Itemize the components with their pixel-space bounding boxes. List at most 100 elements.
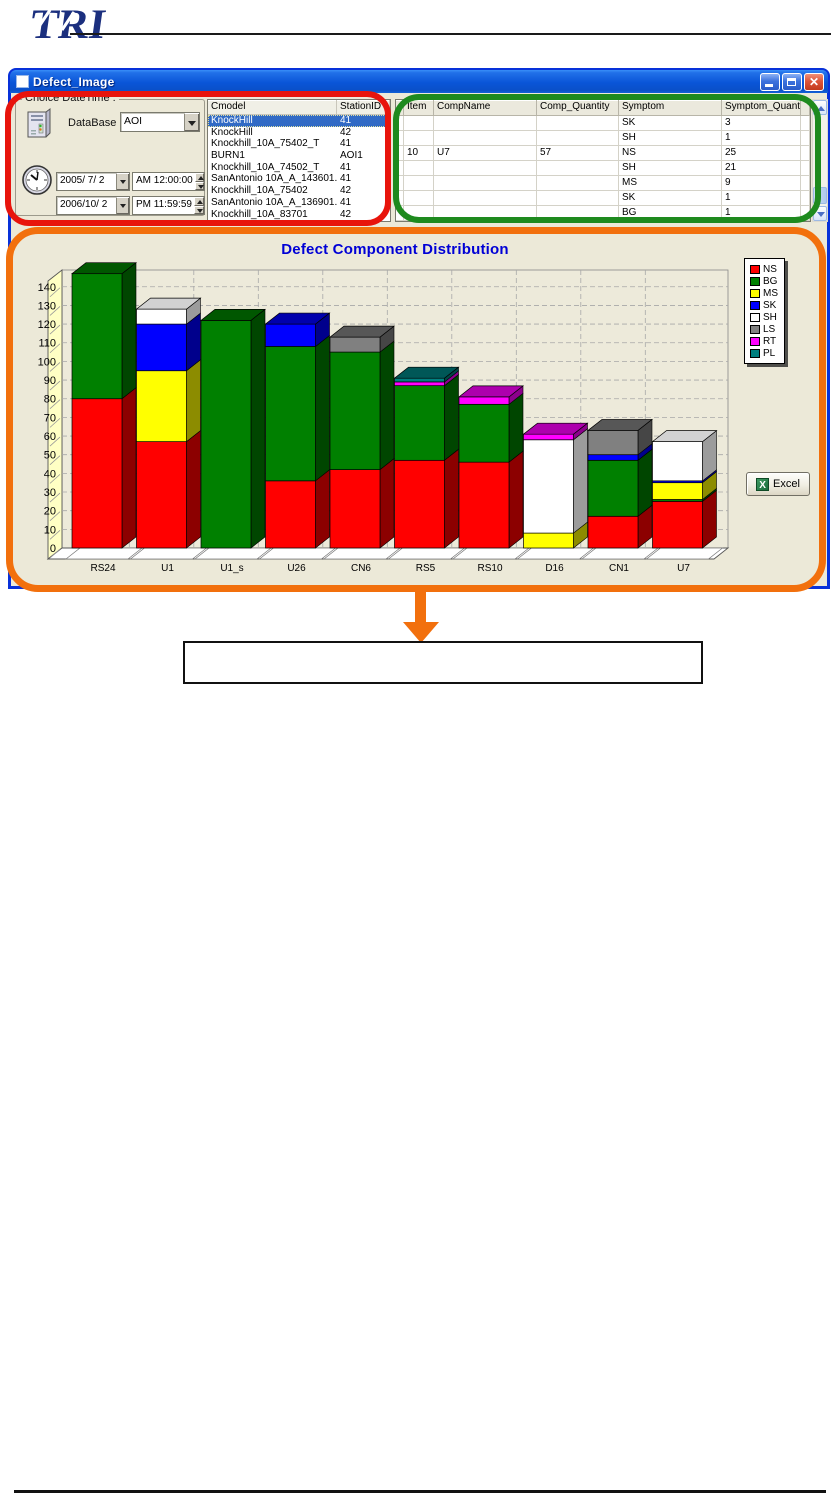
legend-item: RT bbox=[750, 335, 778, 347]
time-from-down-button[interactable] bbox=[194, 181, 204, 190]
grid-scrollbar[interactable] bbox=[812, 99, 828, 222]
time-from-up-button[interactable] bbox=[194, 173, 204, 182]
svg-text:90: 90 bbox=[44, 375, 56, 387]
table-cell bbox=[801, 206, 810, 221]
table-cell bbox=[537, 131, 619, 146]
time-to-down-button[interactable] bbox=[193, 205, 204, 214]
list-item[interactable]: Knockhill_10A_83701 42 bbox=[208, 209, 390, 221]
table-cell bbox=[396, 146, 404, 161]
date-from-picker[interactable]: 2005/ 7/ 2 bbox=[56, 172, 130, 191]
stationid-cell: AOI1 bbox=[340, 150, 363, 162]
legend-label: MS bbox=[763, 287, 778, 299]
minimize-button[interactable] bbox=[760, 72, 780, 91]
table-cell: 3 bbox=[722, 116, 801, 131]
table-row[interactable]: 10 U7 57 NS 25 bbox=[396, 146, 810, 161]
database-combo[interactable]: AOI bbox=[120, 112, 200, 132]
table-row[interactable]: SH 21 bbox=[396, 161, 810, 176]
scroll-down-button[interactable] bbox=[813, 206, 827, 221]
cmodel-cell: Knockhill_10A_75402_T bbox=[211, 138, 320, 150]
column-header-cmodel[interactable]: Cmodel bbox=[208, 100, 337, 114]
table-row[interactable]: SH 1 bbox=[396, 131, 810, 146]
date-to-picker[interactable]: 2006/10/ 2 bbox=[56, 196, 130, 215]
table-cell bbox=[434, 161, 537, 176]
legend-swatch-pl bbox=[750, 348, 760, 358]
table-row[interactable]: BG 1 bbox=[396, 206, 810, 221]
svg-text:130: 130 bbox=[38, 300, 56, 312]
list-item[interactable]: KnockHill 41 bbox=[208, 115, 390, 127]
legend-item: BG bbox=[750, 275, 778, 287]
scrollbar-thumb[interactable] bbox=[813, 187, 827, 204]
table-cell bbox=[404, 131, 434, 146]
legend-item: LS bbox=[750, 323, 778, 335]
time-to-up-button[interactable] bbox=[193, 197, 204, 206]
table-cell: 21 bbox=[722, 161, 801, 176]
table-cell bbox=[396, 191, 404, 206]
database-dropdown-button[interactable] bbox=[184, 113, 199, 131]
chevron-down-icon bbox=[188, 120, 196, 126]
cmodel-cell: SanAntonio 10A_A_136901... bbox=[211, 196, 337, 208]
svg-text:50: 50 bbox=[44, 450, 56, 462]
spin-down-icon bbox=[197, 184, 204, 189]
table-cell bbox=[404, 191, 434, 206]
legend-item: PL bbox=[750, 347, 778, 359]
table-cell bbox=[537, 176, 619, 191]
table-cell bbox=[537, 191, 619, 206]
close-button[interactable]: ✕ bbox=[804, 72, 824, 91]
svg-text:RS24: RS24 bbox=[90, 563, 115, 574]
table-cell: SK bbox=[619, 191, 722, 206]
table-row[interactable]: SK 3 bbox=[396, 116, 810, 131]
header-rule bbox=[70, 33, 831, 35]
chart-title: Defect Component Distribution bbox=[281, 241, 509, 258]
stationid-cell: 41 bbox=[340, 196, 352, 208]
column-header-comp_quantity[interactable]: Comp_Quantity bbox=[537, 100, 619, 116]
column-header-symptom_quantity[interactable]: Symptom_Quantity bbox=[722, 100, 801, 116]
svg-text:D16: D16 bbox=[545, 563, 564, 574]
symptom-grid-body: SK 3 SH 1 10 U7 57 NS 25 SH 21 MS 9 SK 1 BG 1 bbox=[396, 116, 810, 221]
cmodel-cell: Knockhill_10A_75402 bbox=[211, 185, 308, 197]
table-cell: 25 bbox=[722, 146, 801, 161]
cmodel-cell: Knockhill_10A_74502_T bbox=[211, 161, 320, 173]
arrow-down-icon bbox=[403, 622, 439, 643]
list-item[interactable]: Knockhill_10A_75402_T 41 bbox=[208, 138, 390, 150]
table-row[interactable]: SK 1 bbox=[396, 191, 810, 206]
spin-down-icon bbox=[196, 208, 203, 213]
column-header-symptom[interactable]: Symptom bbox=[619, 100, 722, 116]
excel-export-button[interactable]: X Excel bbox=[746, 472, 810, 496]
list-item[interactable]: SanAntonio 10A_A_143601... 41 bbox=[208, 173, 390, 185]
table-cell bbox=[396, 206, 404, 221]
title-bar[interactable]: Defect_Image ✕ bbox=[10, 70, 828, 93]
list-item[interactable]: Knockhill_10A_75402 42 bbox=[208, 185, 390, 197]
table-cell bbox=[801, 131, 810, 146]
list-item[interactable]: SanAntonio 10A_A_136901... 41 bbox=[208, 197, 390, 209]
list-item[interactable]: KnockHill 42 bbox=[208, 127, 390, 139]
database-label: DataBase : bbox=[68, 117, 123, 129]
column-header-blank bbox=[396, 100, 404, 116]
maximize-button[interactable] bbox=[782, 72, 802, 91]
table-cell bbox=[801, 146, 810, 161]
date-from-dropdown-button[interactable] bbox=[116, 173, 129, 190]
svg-text:U1: U1 bbox=[161, 563, 174, 574]
time-to-spinner[interactable]: PM 11:59:59 bbox=[132, 196, 205, 215]
legend-label: RT bbox=[763, 335, 777, 347]
table-cell bbox=[396, 161, 404, 176]
table-cell: U7 bbox=[434, 146, 537, 161]
list-item[interactable]: BURN1 AOI1 bbox=[208, 150, 390, 162]
database-value: AOI bbox=[124, 115, 143, 127]
defect-image-window: Defect_Image ✕ Choice DateTime : DataBas… bbox=[8, 68, 830, 589]
scroll-up-button[interactable] bbox=[813, 100, 827, 115]
time-to-value: PM 11:59:59 bbox=[136, 199, 192, 210]
date-to-dropdown-button[interactable] bbox=[116, 197, 129, 214]
column-header-compname[interactable]: CompName bbox=[434, 100, 537, 116]
list-item[interactable]: Knockhill_10A_74502_T 41 bbox=[208, 162, 390, 174]
table-cell: 1 bbox=[722, 131, 801, 146]
table-cell bbox=[396, 176, 404, 191]
svg-text:70: 70 bbox=[44, 412, 56, 424]
table-cell bbox=[434, 206, 537, 221]
table-cell: 10 bbox=[404, 146, 434, 161]
table-row[interactable]: MS 9 bbox=[396, 176, 810, 191]
table-cell bbox=[537, 161, 619, 176]
column-header-stationid[interactable]: StationID bbox=[337, 100, 390, 114]
column-header-item[interactable]: Item bbox=[404, 100, 434, 116]
time-from-spinner[interactable]: AM 12:00:00 bbox=[132, 172, 205, 191]
legend-label: PL bbox=[763, 347, 776, 359]
